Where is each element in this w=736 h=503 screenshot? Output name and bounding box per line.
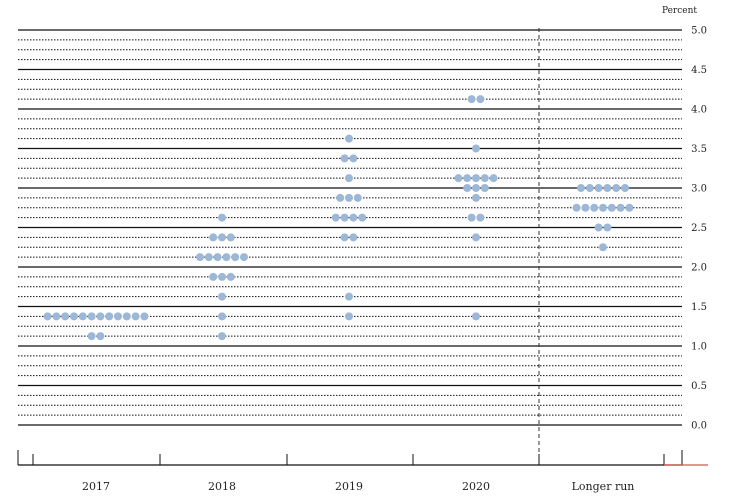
dot-mark xyxy=(340,154,349,163)
dot-mark xyxy=(599,243,607,252)
dot-mark xyxy=(476,95,485,104)
dot-mark xyxy=(612,184,621,192)
dot-mark xyxy=(585,184,594,192)
y-tick-label: 2.0 xyxy=(691,263,707,274)
dot-mark xyxy=(472,193,480,202)
dot-mark xyxy=(476,213,485,222)
dot-mark xyxy=(222,253,231,262)
dot-mark xyxy=(87,312,96,321)
dot-mark xyxy=(345,174,353,183)
dot-mark xyxy=(218,332,226,341)
dot-mark xyxy=(209,272,218,281)
x-category-label: Longer run xyxy=(572,480,635,493)
x-axis: 2017 2018 2019 2020 Longer run xyxy=(17,450,683,493)
dot-mark xyxy=(196,253,204,262)
dot-mark xyxy=(213,253,222,262)
y-tick-label: 5.0 xyxy=(691,26,707,37)
dot-mark xyxy=(472,233,480,242)
dot-mark xyxy=(345,292,353,301)
y-tick-label: 3.0 xyxy=(691,184,707,195)
dot-mark xyxy=(603,184,612,192)
dot-mark xyxy=(467,95,476,104)
dot-mark xyxy=(489,174,498,183)
dot-mark xyxy=(336,193,345,202)
y-tick-label: 0.5 xyxy=(691,381,707,392)
dot-mark xyxy=(577,184,585,192)
dot-mark xyxy=(78,312,87,321)
dot-mark xyxy=(218,233,226,242)
dot-mark xyxy=(345,312,353,321)
grid-lines xyxy=(18,29,682,426)
dot-mark xyxy=(226,233,235,242)
dot-mark xyxy=(87,332,96,341)
dot-mark xyxy=(616,203,625,212)
dot-mark xyxy=(353,193,362,202)
x-category-label: 2017 xyxy=(82,480,110,493)
y-tick-label: 4.5 xyxy=(691,65,707,76)
dot-mark xyxy=(349,154,358,163)
y-tick-label: 1.5 xyxy=(691,302,707,313)
dot-mark xyxy=(599,203,607,212)
dot-mark xyxy=(218,312,226,321)
dot-mark xyxy=(472,184,480,192)
dot-mark xyxy=(345,134,353,143)
x-category-label: 2020 xyxy=(462,480,490,493)
dot-mark xyxy=(463,184,472,192)
dot-mark xyxy=(472,144,480,153)
dot-mark xyxy=(140,312,149,321)
dot-mark xyxy=(96,332,105,341)
y-tick-label: 3.5 xyxy=(691,144,707,155)
y-tick-label: 0.0 xyxy=(691,421,707,432)
dot-mark xyxy=(218,292,226,301)
dot-mark xyxy=(331,213,340,222)
y-tick-label: 1.0 xyxy=(691,342,707,353)
dot-mark xyxy=(218,213,226,222)
dot-mark xyxy=(621,184,629,192)
dot-mark xyxy=(472,174,480,183)
dot-mark xyxy=(231,253,240,262)
dot-mark xyxy=(218,272,226,281)
dot-mark xyxy=(240,253,248,262)
dot-mark xyxy=(472,312,480,321)
dot-mark xyxy=(340,233,349,242)
dot-mark xyxy=(594,223,603,232)
dot-mark xyxy=(70,312,78,321)
dot-mark xyxy=(454,174,463,183)
dot-mark xyxy=(345,193,353,202)
dot-mark xyxy=(340,213,349,222)
dot-mark xyxy=(122,312,131,321)
dot-mark xyxy=(467,213,476,222)
dot-mark xyxy=(43,312,52,321)
x-category-label: 2019 xyxy=(335,480,363,493)
dot-mark xyxy=(607,203,616,212)
dot-mark xyxy=(105,312,114,321)
y-tick-label: 4.0 xyxy=(691,105,707,116)
dot-marks xyxy=(43,95,634,341)
dot-mark xyxy=(114,312,122,321)
dot-mark xyxy=(96,312,105,321)
dot-mark xyxy=(61,312,70,321)
dot-mark xyxy=(358,213,367,222)
dot-mark xyxy=(480,184,489,192)
dot-mark xyxy=(204,253,213,262)
dot-mark xyxy=(131,312,140,321)
dot-mark xyxy=(590,203,599,212)
dot-mark xyxy=(480,174,489,183)
dot-mark xyxy=(226,272,235,281)
dot-mark xyxy=(603,223,612,232)
y-axis-unit-label: Percent xyxy=(662,6,697,16)
dot-mark xyxy=(594,184,603,192)
dot-mark xyxy=(463,174,472,183)
dot-mark xyxy=(349,213,358,222)
x-category-label: 2018 xyxy=(208,480,236,493)
dot-mark xyxy=(52,312,61,321)
dot-mark xyxy=(625,203,634,212)
dot-mark xyxy=(572,203,581,212)
dot-mark xyxy=(349,233,358,242)
dot-mark xyxy=(581,203,590,212)
dot-mark xyxy=(209,233,218,242)
y-tick-label: 2.5 xyxy=(691,223,707,234)
y-axis-tick-labels: 0.0 0.5 1.0 1.5 2.0 2.5 3.0 3.5 4.0 4.5 5.0 xyxy=(691,26,707,432)
